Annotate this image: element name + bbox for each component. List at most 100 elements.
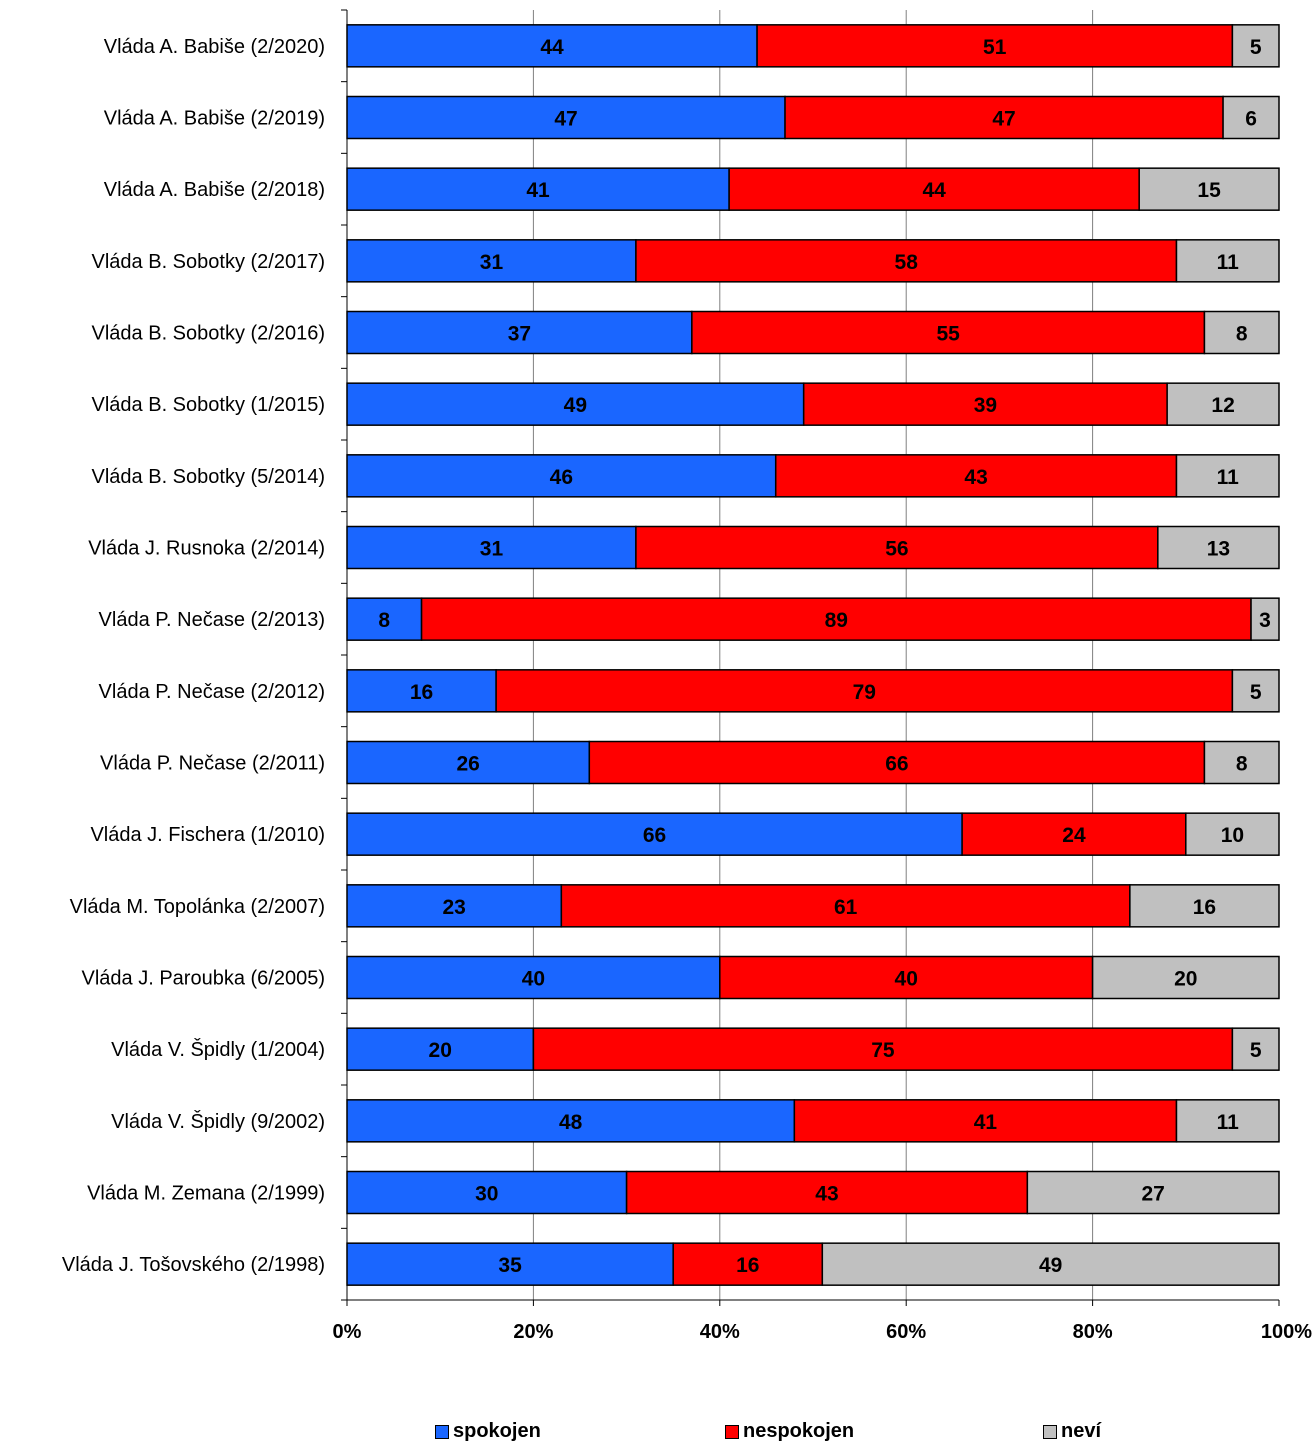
bar-segment-nespokojen (802, 382, 1168, 426)
bar-segment-nespokojen (532, 1027, 1234, 1071)
category-label: Vláda M. Zemana (2/1999) (87, 1183, 325, 1205)
legend-label-spokojen: spokojen (453, 1420, 541, 1442)
bar-segment-spokojen (346, 955, 721, 1000)
bar-segment-spokojen (346, 1027, 535, 1071)
bar-segment-nespokojen (420, 597, 1252, 641)
data-label: 16 (1193, 896, 1216, 919)
bar-segment-spokojen (346, 239, 637, 283)
bar-segment-neví (1185, 812, 1280, 856)
legend-swatch-spokojen (435, 1424, 449, 1439)
x-tick-label: 100% (1261, 1321, 1312, 1343)
data-label: 51 (983, 36, 1007, 59)
category-label: Vláda P. Nečase (2/2012) (99, 681, 325, 703)
bar-segment-neví (1231, 24, 1280, 68)
category-label: Vláda A. Babiše (2/2018) (104, 179, 325, 201)
data-label: 16 (736, 1254, 759, 1277)
data-label: 24 (1062, 824, 1086, 847)
bar-segment-spokojen (346, 24, 758, 68)
data-label: 20 (429, 1039, 452, 1062)
bar-segment-neví (1231, 669, 1280, 713)
data-label: 15 (1197, 179, 1221, 202)
x-tick-label: 0% (333, 1321, 362, 1343)
bar-segment-neví (1166, 382, 1280, 426)
data-label: 31 (480, 251, 504, 274)
category-label: Vláda B. Sobotky (5/2014) (92, 466, 325, 488)
data-label: 11 (1217, 466, 1240, 489)
data-label: 58 (895, 251, 919, 274)
data-label: 40 (895, 968, 918, 991)
x-tick-label: 20% (513, 1321, 553, 1343)
category-label: Vláda B. Sobotky (2/2017) (92, 251, 325, 273)
bar-segment-neví (1203, 310, 1280, 355)
bar-segment-neví (1175, 239, 1280, 283)
bar-segment-nespokojen (560, 884, 1131, 928)
bar-segment-neví (1250, 597, 1280, 641)
data-label: 31 (480, 538, 504, 561)
data-label: 56 (885, 538, 908, 561)
data-label: 13 (1207, 538, 1230, 561)
data-label: 23 (443, 896, 466, 919)
bar-segment-spokojen (346, 1242, 674, 1286)
bar-segment-nespokojen (495, 669, 1234, 713)
bar-segment-spokojen (346, 95, 786, 140)
category-label: Vláda J. Paroubka (6/2005) (82, 968, 326, 990)
data-label: 79 (853, 681, 876, 704)
data-label: 5 (1250, 681, 1262, 704)
data-label: 40 (522, 968, 545, 991)
bar-segment-neví (1222, 95, 1280, 140)
bar-segment-nespokojen (588, 740, 1206, 785)
data-label: 43 (815, 1183, 838, 1206)
data-label: 37 (508, 323, 531, 346)
bar-segment-spokojen (346, 525, 637, 570)
bar-segment-neví (821, 1242, 1280, 1286)
bar-segment-neví (1138, 167, 1280, 211)
category-label: Vláda J. Tošovského (2/1998) (62, 1254, 325, 1276)
legend-item-spokojen: spokojen (435, 1420, 541, 1443)
data-label: 49 (1039, 1254, 1062, 1277)
data-label: 26 (456, 753, 479, 776)
data-label: 10 (1221, 824, 1244, 847)
bar-segment-nespokojen (625, 1170, 1029, 1215)
category-label: Vláda B. Sobotky (1/2015) (92, 394, 325, 416)
data-label: 48 (559, 1111, 583, 1134)
legend-label-nespokojen: nespokojen (743, 1420, 855, 1442)
bar-segment-nespokojen (793, 1099, 1178, 1143)
data-label: 47 (992, 108, 1015, 131)
bar-segment-neví (1091, 955, 1280, 1000)
data-label: 41 (974, 1111, 998, 1134)
legend-item-nevi: neví (1043, 1420, 1101, 1443)
data-label: 8 (378, 609, 390, 632)
bar-segment-spokojen (346, 1170, 628, 1215)
category-label: Vláda M. Topolánka (2/2007) (70, 896, 325, 918)
x-tick-label: 40% (700, 1321, 740, 1343)
bar-segment-spokojen (346, 884, 563, 928)
legend-item-nespokojen: nespokojen (725, 1420, 854, 1443)
legend-swatch-nespokojen (725, 1424, 739, 1439)
data-label: 44 (540, 36, 564, 59)
category-label: Vláda P. Nečase (2/2013) (99, 609, 325, 631)
data-label: 11 (1217, 1111, 1240, 1134)
category-label: Vláda P. Nečase (2/2011) (100, 753, 325, 775)
bar-segment-neví (1157, 525, 1280, 570)
bar-segment-spokojen (346, 669, 497, 713)
bar-segment-spokojen (346, 167, 730, 211)
category-label: Vláda V. Špidly (1/2004) (111, 1038, 325, 1061)
bar-segment-neví (1129, 884, 1280, 928)
bar-segment-spokojen (346, 740, 591, 785)
bar-segment-neví (1175, 1099, 1280, 1143)
category-label: Vláda A. Babiše (2/2020) (104, 36, 325, 58)
data-label: 43 (964, 466, 987, 489)
data-label: 5 (1250, 1039, 1262, 1062)
data-label: 20 (1174, 968, 1197, 991)
data-label: 89 (825, 609, 848, 632)
legend-label-nevi: neví (1061, 1420, 1102, 1442)
x-tick-label: 80% (1073, 1321, 1113, 1343)
bar-segment-spokojen (346, 812, 963, 856)
data-label: 8 (1236, 323, 1248, 346)
data-label: 49 (564, 394, 587, 417)
bar-segment-nespokojen (672, 1242, 824, 1286)
bar-segment-neví (1231, 1027, 1280, 1071)
bar-segment-nespokojen (691, 310, 1206, 355)
bar-segment-nespokojen (728, 167, 1140, 211)
data-label: 66 (643, 824, 666, 847)
